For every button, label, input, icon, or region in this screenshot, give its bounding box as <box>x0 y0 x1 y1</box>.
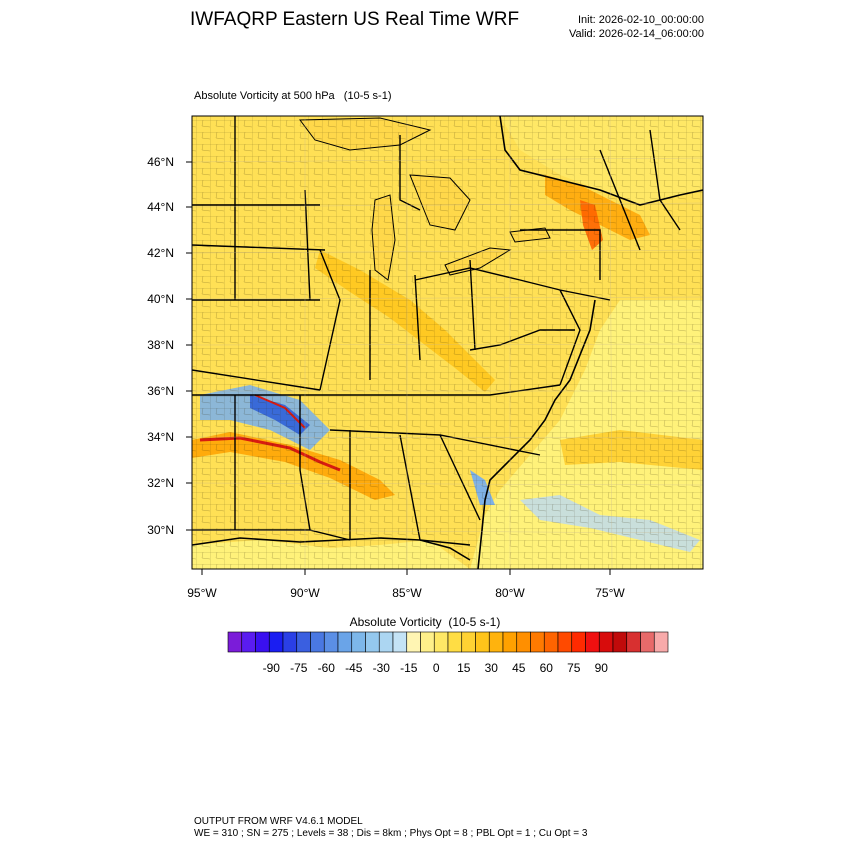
lat-label: 40°N <box>147 292 174 306</box>
lat-label: 44°N <box>147 200 174 214</box>
lon-label: 75°W <box>595 586 625 600</box>
colorbar-swatch <box>626 631 641 653</box>
colorbar-swatch <box>475 631 490 653</box>
init-valid-times: Init: 2026-02-10_00:00:00 Valid: 2026-02… <box>569 13 704 41</box>
map-frame <box>191 115 704 570</box>
colorbar-swatch <box>296 631 311 653</box>
colorbar-swatch <box>365 631 380 653</box>
colorbar-swatch <box>406 631 421 653</box>
lat-label: 42°N <box>147 246 174 260</box>
gulf-coastline <box>192 537 471 561</box>
map-subtitle: Absolute Vorticity at 500 hPa (10-5 s-1) <box>194 90 392 102</box>
colorbar-swatch <box>612 631 628 653</box>
lat-label: 30°N <box>147 523 174 537</box>
colorbar-swatch <box>351 631 366 653</box>
colorbar-tick-label: 90 <box>595 661 609 675</box>
footer-settings: WE = 310 ; SN = 275 ; Levels = 38 ; Dis … <box>194 828 588 839</box>
colorbar-swatch <box>433 631 449 653</box>
colorbar-tick-label: 0 <box>433 661 440 675</box>
footer-model: OUTPUT FROM WRF V4.6.1 MODEL <box>194 816 363 827</box>
colorbar-swatch <box>585 631 600 653</box>
colorbar-swatch <box>543 631 559 653</box>
colorbar-tick-label: -15 <box>400 661 418 675</box>
colorbar-swatch <box>640 631 655 653</box>
colorbar-tick-label: -60 <box>318 661 336 675</box>
colorbar-swatch <box>488 631 504 653</box>
init-time: Init: 2026-02-10_00:00:00 <box>578 14 704 26</box>
colorbar: -90 -75 -60 -45 -30 -15 0 15 30 45 60 75 90 <box>227 631 669 675</box>
colorbar-swatch <box>653 631 669 653</box>
colorbar-title: Absolute Vorticity (10-5 s-1) <box>349 615 501 629</box>
canada-border <box>499 116 703 206</box>
colorbar-swatch <box>227 631 243 653</box>
colorbar-swatch <box>378 631 394 653</box>
colorbar-swatch <box>598 631 614 653</box>
longitude-labels: 95°W 90°W 85°W 80°W 75°W <box>187 569 625 600</box>
lat-label: 34°N <box>147 430 174 444</box>
colorbar-swatch <box>337 631 353 653</box>
colorbar-swatch <box>516 631 531 653</box>
colorbar-swatch <box>502 631 518 653</box>
colorbar-tick-label: -90 <box>263 661 281 675</box>
colorbar-tick-label: 75 <box>567 661 581 675</box>
colorbar-tick-label: 60 <box>540 661 554 675</box>
graticule <box>192 116 703 569</box>
colorbar-swatch <box>447 631 463 653</box>
county-lines <box>192 116 703 569</box>
colorbar-swatch <box>310 631 325 653</box>
colorbar-swatch <box>571 631 586 653</box>
colorbar-swatch <box>241 631 256 653</box>
colorbar-tick-label: -30 <box>373 661 391 675</box>
colorbar-swatch <box>255 631 270 653</box>
latitude-labels: 46°N 44°N 42°N 40°N 38°N 36°N 34°N 32°N 30°N <box>147 155 192 537</box>
lon-label: 85°W <box>392 586 422 600</box>
colorbar-tick-label: 45 <box>512 661 526 675</box>
colorbar-swatch <box>461 631 476 653</box>
colorbar-tick-label: 30 <box>485 661 499 675</box>
colorbar-swatch <box>420 631 435 653</box>
colorbar-tick-label: 15 <box>457 661 471 675</box>
colorbar-swatch <box>392 631 408 653</box>
lon-label: 95°W <box>187 586 217 600</box>
colorbar-swatch <box>323 631 339 653</box>
lat-label: 46°N <box>147 155 174 169</box>
page-title: IWFAQRP Eastern US Real Time WRF <box>190 9 520 30</box>
colorbar-tick-label: -45 <box>345 661 363 675</box>
lat-label: 36°N <box>147 384 174 398</box>
colorbar-swatch <box>282 631 298 653</box>
map-area <box>192 116 703 569</box>
colorbar-tick-label: -75 <box>290 661 308 675</box>
lon-label: 90°W <box>290 586 320 600</box>
valid-time: Valid: 2026-02-14_06:00:00 <box>569 28 704 40</box>
colorbar-swatch <box>557 631 573 653</box>
lat-label: 38°N <box>147 338 174 352</box>
colorbar-swatch <box>268 631 284 653</box>
coastline <box>477 299 596 569</box>
colorbar-swatch <box>530 631 545 653</box>
lon-label: 80°W <box>495 586 525 600</box>
lat-label: 32°N <box>147 476 174 490</box>
